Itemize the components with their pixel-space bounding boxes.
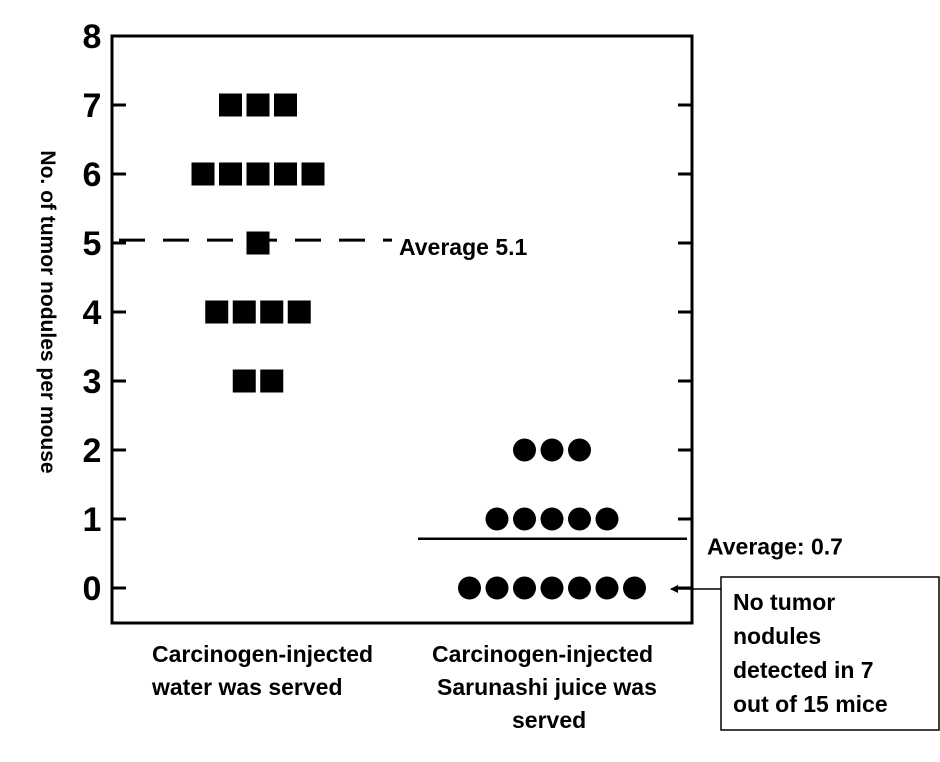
circle-marker (568, 507, 591, 531)
x-category-label: Carcinogen-injected water was served (151, 641, 373, 700)
y-tick-label: 3 (83, 363, 102, 401)
average-label-juice: Average: 0.7 (707, 534, 843, 560)
square-marker (260, 300, 284, 324)
circle-marker (595, 507, 619, 531)
y-tick-label: 8 (83, 18, 102, 56)
annotation-text: No tumor nodules detected in 7 out of 15 mi… (733, 589, 888, 717)
data-markers (191, 93, 646, 600)
square-marker (260, 369, 284, 393)
annotation-box (720, 576, 940, 731)
square-marker (246, 231, 270, 255)
square-marker (191, 162, 215, 186)
circle-marker (485, 576, 509, 600)
y-tick-label: 7 (83, 87, 102, 125)
circle-marker (623, 576, 646, 600)
y-tick-label: 6 (83, 156, 102, 194)
square-marker (219, 93, 242, 117)
y-tick-label: 5 (83, 225, 102, 263)
y-tick-label: 2 (83, 432, 102, 470)
circle-marker (513, 576, 536, 600)
square-marker (205, 300, 229, 324)
y-tick-label: 4 (83, 294, 102, 332)
y-tick-label: 1 (83, 501, 102, 539)
circle-marker (513, 438, 536, 462)
average-label-water: Average 5.1 (399, 234, 527, 260)
y-tick-label: 0 (83, 570, 102, 608)
square-marker (232, 300, 256, 324)
circle-marker (595, 576, 619, 600)
square-marker (219, 162, 242, 186)
circle-marker (458, 576, 481, 600)
circle-marker (540, 576, 564, 600)
square-marker (246, 93, 270, 117)
x-category-label: Carcinogen-injected Sarunashi juice was se… (432, 641, 657, 733)
square-marker (274, 93, 297, 117)
circle-marker (540, 507, 564, 531)
square-marker (301, 162, 325, 186)
annotation: No tumor nodules detected in 7 out of 15 mi… (670, 576, 940, 731)
circle-marker (513, 507, 536, 531)
square-marker (274, 162, 297, 186)
y-axis-tick-labels: 0 1 2 3 4 5 6 7 8 (83, 18, 102, 608)
square-marker (287, 300, 311, 324)
average-lines: Average 5.1 Average: 0.7 (119, 234, 843, 560)
group-labels: Carcinogen-injected water was served Carci… (151, 641, 657, 733)
y-axis-ticks (112, 34, 692, 590)
circle-marker (568, 576, 591, 600)
square-marker (232, 369, 256, 393)
square-marker (246, 162, 270, 186)
circle-marker (568, 438, 591, 462)
y-axis-label: No. of tumor nodules per mouse (36, 150, 59, 473)
circle-marker (485, 507, 509, 531)
circle-marker (540, 438, 564, 462)
plot-frame (110, 34, 694, 625)
